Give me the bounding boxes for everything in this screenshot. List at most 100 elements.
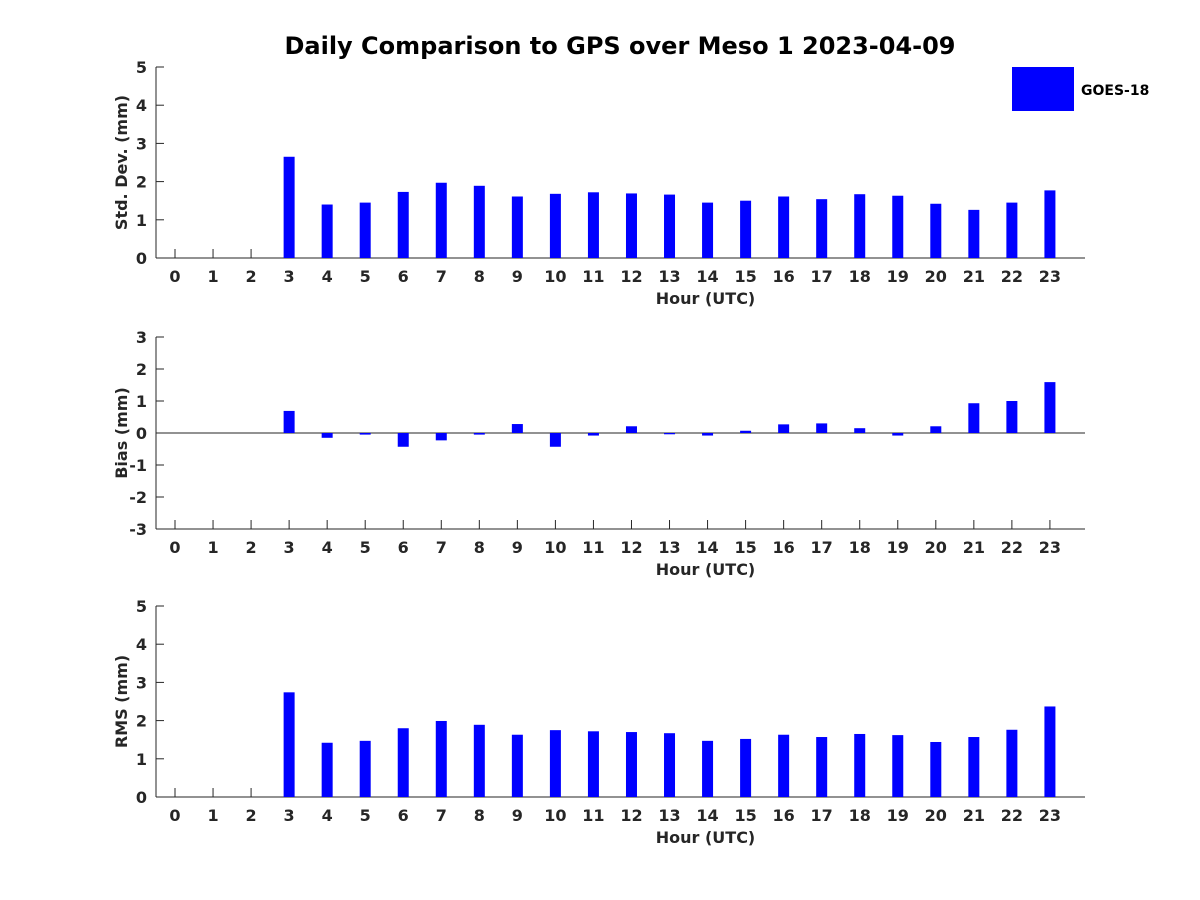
x-tick-label: 13 (658, 267, 680, 286)
x-tick-label: 5 (360, 267, 371, 286)
bar (625, 732, 637, 797)
y-axis-label: RMS (mm) (112, 655, 131, 748)
x-tick-label: 9 (512, 538, 523, 557)
y-tick-label: -3 (129, 520, 147, 539)
bar (435, 182, 447, 258)
x-tick-label: 22 (1001, 806, 1023, 825)
y-tick-label: 1 (136, 211, 147, 230)
x-tick-label: 16 (773, 267, 795, 286)
legend-swatch (1012, 67, 1074, 111)
x-axis-label: Hour (UTC) (656, 560, 756, 579)
x-tick-label: 2 (246, 267, 257, 286)
x-tick-label: 8 (474, 538, 485, 557)
y-tick-label: -1 (129, 456, 147, 475)
x-tick-label: 7 (436, 806, 447, 825)
chart-title: Daily Comparison to GPS over Meso 1 2023… (284, 32, 955, 60)
y-tick-label: 2 (136, 173, 147, 192)
y-tick-label: 1 (136, 392, 147, 411)
x-tick-label: 3 (284, 806, 295, 825)
x-tick-label: 2 (246, 538, 257, 557)
bar (587, 192, 599, 258)
bar (435, 720, 447, 797)
bar (359, 433, 371, 435)
bar (549, 730, 561, 797)
bar (854, 194, 866, 258)
bar (473, 185, 485, 258)
x-tick-label: 16 (773, 538, 795, 557)
x-tick-label: 9 (512, 267, 523, 286)
bar (892, 735, 904, 797)
x-tick-label: 23 (1039, 267, 1061, 286)
x-tick-label: 4 (322, 538, 333, 557)
x-tick-label: 21 (963, 806, 985, 825)
x-tick-label: 15 (734, 538, 756, 557)
x-tick-label: 19 (887, 267, 909, 286)
bar (816, 199, 828, 258)
bar (511, 734, 523, 797)
x-tick-label: 0 (169, 806, 180, 825)
bar (1006, 729, 1018, 797)
y-tick-label: -2 (129, 488, 147, 507)
bar (1044, 706, 1056, 797)
bar (321, 204, 333, 258)
x-tick-label: 12 (620, 806, 642, 825)
bar (664, 733, 676, 797)
y-tick-label: 0 (136, 424, 147, 443)
bar (702, 740, 714, 797)
x-tick-label: 1 (207, 538, 218, 557)
bar (968, 403, 980, 433)
bar (625, 426, 637, 433)
x-tick-label: 23 (1039, 538, 1061, 557)
x-tick-label: 3 (284, 538, 295, 557)
x-tick-label: 16 (773, 806, 795, 825)
x-tick-label: 1 (207, 267, 218, 286)
x-tick-label: 6 (398, 267, 409, 286)
y-tick-label: 3 (136, 328, 147, 347)
bar (968, 737, 980, 797)
bar (702, 433, 714, 436)
bar (1044, 190, 1056, 258)
y-tick-label: 3 (136, 134, 147, 153)
bar (930, 741, 942, 797)
bar (778, 424, 790, 433)
x-axis-label: Hour (UTC) (656, 289, 756, 308)
x-tick-label: 5 (360, 538, 371, 557)
x-tick-label: 0 (169, 538, 180, 557)
y-tick-label: 0 (136, 249, 147, 268)
x-tick-label: 22 (1001, 538, 1023, 557)
bar (549, 433, 561, 447)
x-tick-label: 8 (474, 806, 485, 825)
x-tick-label: 23 (1039, 806, 1061, 825)
legend: GOES-18 (1012, 67, 1149, 111)
bar (625, 193, 637, 258)
bar (397, 728, 409, 797)
y-tick-label: 2 (136, 360, 147, 379)
bar (283, 156, 295, 258)
bar (549, 193, 561, 258)
bar (283, 692, 295, 797)
y-tick-label: 0 (136, 788, 147, 807)
x-tick-label: 21 (963, 538, 985, 557)
x-tick-label: 10 (544, 267, 566, 286)
x-tick-label: 2 (246, 806, 257, 825)
x-tick-label: 10 (544, 806, 566, 825)
x-tick-label: 15 (734, 267, 756, 286)
bar (702, 202, 714, 258)
x-tick-label: 11 (582, 267, 604, 286)
x-tick-label: 21 (963, 267, 985, 286)
x-tick-label: 11 (582, 806, 604, 825)
x-tick-label: 9 (512, 806, 523, 825)
x-tick-label: 13 (658, 538, 680, 557)
x-tick-label: 14 (696, 538, 718, 557)
bar (587, 731, 599, 797)
x-tick-label: 17 (811, 538, 833, 557)
y-tick-label: 4 (136, 96, 147, 115)
x-tick-label: 7 (436, 267, 447, 286)
x-tick-label: 14 (696, 267, 718, 286)
bar (664, 194, 676, 258)
x-tick-label: 19 (887, 538, 909, 557)
y-tick-label: 5 (136, 597, 147, 616)
bar (930, 426, 942, 433)
y-tick-label: 4 (136, 635, 147, 654)
